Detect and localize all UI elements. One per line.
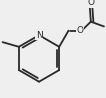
Text: N: N xyxy=(36,31,42,40)
Text: O: O xyxy=(87,0,94,7)
Text: O: O xyxy=(77,26,84,35)
